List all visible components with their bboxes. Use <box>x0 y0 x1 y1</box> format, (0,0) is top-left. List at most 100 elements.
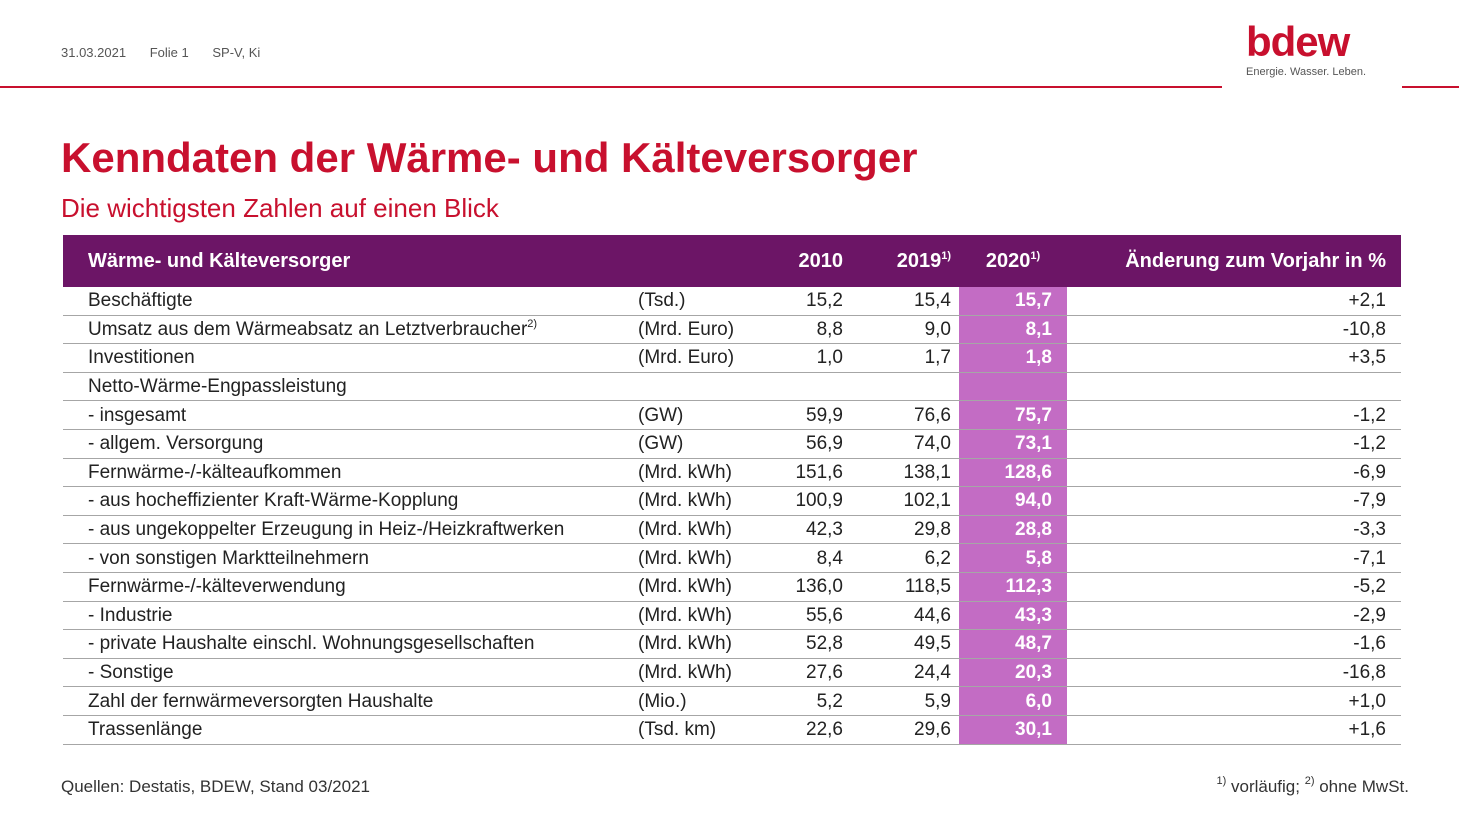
page-title: Kenndaten der Wärme- und Kälteversorger <box>61 134 918 181</box>
row-value-2020: 48,7 <box>959 629 1067 659</box>
table-row: - von sonstigen Marktteilnehmern (Mrd. kW… <box>63 543 1401 573</box>
row-value-2019: 15,4 <box>851 287 959 316</box>
row-unit: (Mrd. kWh) <box>638 658 768 688</box>
row-unit: (Mrd. kWh) <box>638 629 768 659</box>
row-value-2010: 56,9 <box>768 429 851 459</box>
row-change: -6,9 <box>1067 458 1401 488</box>
table-row: - private Haushalte einschl. Wohnungsges… <box>63 629 1401 659</box>
row-value-2019: 49,5 <box>851 629 959 659</box>
row-value-2010: 8,4 <box>768 543 851 573</box>
row-label: Beschäftigte <box>63 287 638 316</box>
row-value-2019: 44,6 <box>851 601 959 631</box>
table-header-row: Wärme- und Kälteversorger 2010 20191) 20… <box>63 235 1401 287</box>
row-value-2010: 100,9 <box>768 486 851 516</box>
header-change: Änderung zum Vorjahr in % <box>1067 235 1401 287</box>
header-2020: 20201) <box>959 235 1067 287</box>
row-value-2020 <box>959 372 1067 402</box>
row-value-2020: 8,1 <box>959 315 1067 345</box>
row-value-2020: 128,6 <box>959 458 1067 488</box>
bdew-logo: bdew Energie. Wasser. Leben. <box>1246 18 1381 79</box>
row-label: - aus hocheffizienter Kraft-Wärme-Kopplu… <box>63 486 638 516</box>
logo-wordmark: bdew <box>1246 18 1350 65</box>
row-value-2010: 42,3 <box>768 515 851 545</box>
row-value-2019: 5,9 <box>851 686 959 716</box>
table-row: - Sonstige (Mrd. kWh) 27,6 24,4 20,3 -16,8 <box>63 658 1401 688</box>
table-row: Trassenlänge (Tsd. km) 22,6 29,6 30,1 +1,6 <box>63 715 1401 745</box>
row-value-2010: 151,6 <box>768 458 851 488</box>
row-label: - allgem. Versorgung <box>63 429 638 459</box>
row-unit: (Mrd. kWh) <box>638 486 768 516</box>
row-unit: (Tsd.) <box>638 287 768 316</box>
kenndaten-table: Wärme- und Kälteversorger 2010 20191) 20… <box>63 235 1401 745</box>
row-value-2019: 24,4 <box>851 658 959 688</box>
logo-tagline: Energie. Wasser. Leben. <box>1246 66 1367 78</box>
row-label: Netto-Wärme-Engpassleistung <box>63 372 638 402</box>
row-value-2020: 6,0 <box>959 686 1067 716</box>
row-change: -1,6 <box>1067 629 1401 659</box>
row-value-2019: 76,6 <box>851 400 959 430</box>
header-2010: 2010 <box>768 235 851 287</box>
row-value-2020: 1,8 <box>959 343 1067 373</box>
table-row: Umsatz aus dem Wärmeabsatz an Letztverbr… <box>63 315 1401 345</box>
row-unit <box>638 372 768 402</box>
row-unit: (GW) <box>638 429 768 459</box>
row-label: - aus ungekoppelter Erzeugung in Heiz-/H… <box>63 515 638 545</box>
row-change: -16,8 <box>1067 658 1401 688</box>
table-row: - Industrie (Mrd. kWh) 55,6 44,6 43,3 -2,9 <box>63 601 1401 631</box>
row-value-2019: 102,1 <box>851 486 959 516</box>
row-unit: (Mrd. kWh) <box>638 572 768 602</box>
row-value-2020: 28,8 <box>959 515 1067 545</box>
row-value-2010: 59,9 <box>768 400 851 430</box>
row-value-2020: 73,1 <box>959 429 1067 459</box>
header-unit <box>638 235 768 287</box>
row-value-2020: 30,1 <box>959 715 1067 745</box>
row-unit: (GW) <box>638 400 768 430</box>
row-change: -7,9 <box>1067 486 1401 516</box>
row-change: +2,1 <box>1067 287 1401 316</box>
row-label: - private Haushalte einschl. Wohnungsges… <box>63 629 638 659</box>
row-value-2019: 74,0 <box>851 429 959 459</box>
row-value-2020: 112,3 <box>959 572 1067 602</box>
row-change: +1,0 <box>1067 686 1401 716</box>
row-value-2010: 8,8 <box>768 315 851 345</box>
row-label: - Sonstige <box>63 658 638 688</box>
table-row: - allgem. Versorgung (GW) 56,9 74,0 73,1 -1,2 <box>63 429 1401 459</box>
row-change: -3,3 <box>1067 515 1401 545</box>
row-value-2010: 27,6 <box>768 658 851 688</box>
row-value-2020: 94,0 <box>959 486 1067 516</box>
row-label: Investitionen <box>63 343 638 373</box>
slide-number: Folie 1 <box>149 45 189 60</box>
row-change: -5,2 <box>1067 572 1401 602</box>
row-value-2020: 43,3 <box>959 601 1067 631</box>
header-rule-left <box>0 86 1222 88</box>
row-value-2019: 138,1 <box>851 458 959 488</box>
row-value-2020: 5,8 <box>959 543 1067 573</box>
row-value-2019: 1,7 <box>851 343 959 373</box>
row-value-2010 <box>768 372 851 402</box>
row-label: Fernwärme-/-kälteverwendung <box>63 572 638 602</box>
table-row: - aus ungekoppelter Erzeugung in Heiz-/H… <box>63 515 1401 545</box>
table-row: - aus hocheffizienter Kraft-Wärme-Kopplu… <box>63 486 1401 516</box>
table-row: Zahl der fernwärmeversorgten Haushalte (M… <box>63 686 1401 716</box>
row-change: -1,2 <box>1067 400 1401 430</box>
row-value-2019: 9,0 <box>851 315 959 345</box>
row-value-2010: 136,0 <box>768 572 851 602</box>
row-unit: (Mrd. Euro) <box>638 315 768 345</box>
row-unit: (Tsd. km) <box>638 715 768 745</box>
footer-sources: Quellen: Destatis, BDEW, Stand 03/2021 <box>61 777 371 796</box>
row-value-2019: 29,6 <box>851 715 959 745</box>
row-label: Trassenlänge <box>63 715 638 745</box>
row-value-2020: 15,7 <box>959 287 1067 316</box>
row-value-2019: 29,8 <box>851 515 959 545</box>
row-change <box>1067 372 1401 402</box>
table-row: Netto-Wärme-Engpassleistung <box>63 372 1401 402</box>
table-row: Fernwärme-/-kälteverwendung (Mrd. kWh) 136… <box>63 572 1401 602</box>
row-value-2010: 22,6 <box>768 715 851 745</box>
row-value-2010: 52,8 <box>768 629 851 659</box>
row-label: - Industrie <box>63 601 638 631</box>
row-label: Umsatz aus dem Wärmeabsatz an Letztverbr… <box>63 315 638 345</box>
row-value-2019: 6,2 <box>851 543 959 573</box>
footer-notes: 1) vorläufig; 2) ohne MwSt. <box>1216 775 1410 797</box>
row-unit: (Mrd. kWh) <box>638 458 768 488</box>
row-unit: (Mrd. kWh) <box>638 515 768 545</box>
